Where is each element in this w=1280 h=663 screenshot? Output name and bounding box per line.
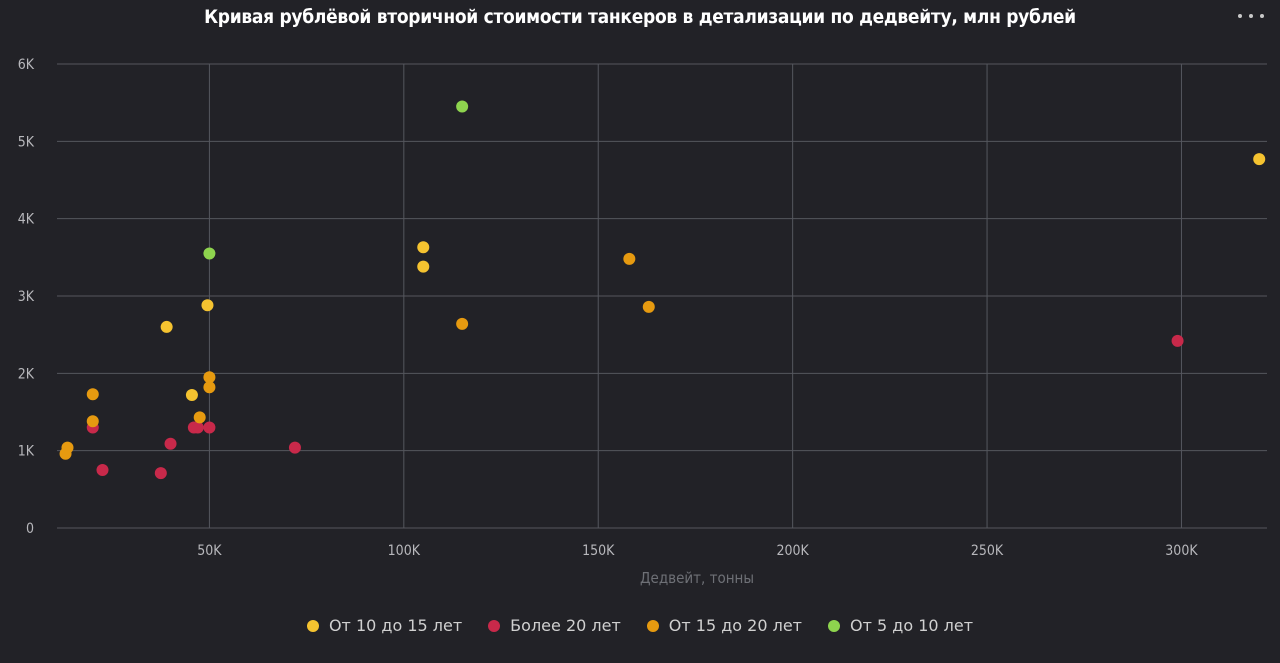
data-point[interactable]: [193, 411, 206, 424]
data-point[interactable]: [185, 388, 198, 401]
x-tick-label: 300K: [1165, 543, 1198, 559]
y-tick-label: 3K: [18, 289, 35, 305]
data-point[interactable]: [1253, 153, 1266, 166]
legend-dot-icon: [306, 619, 319, 632]
data-point[interactable]: [86, 388, 99, 401]
y-tick-label: 4K: [18, 212, 35, 228]
y-tick-label: 2K: [18, 366, 35, 382]
y-tick-label: 6K: [18, 57, 35, 73]
data-point[interactable]: [288, 441, 301, 454]
data-point[interactable]: [456, 100, 469, 113]
legend-dot-icon: [828, 619, 840, 632]
data-point[interactable]: [456, 317, 469, 330]
legend-label: От 5 до 10 лет: [850, 616, 974, 635]
data-point[interactable]: [154, 467, 167, 480]
data-point[interactable]: [164, 437, 177, 450]
legend-dot-icon: [646, 619, 659, 632]
legend-dot-icon: [488, 619, 501, 632]
legend-label: От 15 до 20 лет: [668, 616, 802, 635]
data-point[interactable]: [203, 381, 216, 394]
data-point[interactable]: [417, 260, 430, 273]
data-point[interactable]: [203, 371, 216, 384]
legend-label: Более 20 лет: [510, 616, 621, 635]
data-point[interactable]: [191, 421, 204, 434]
data-point[interactable]: [203, 247, 216, 260]
chart-legend: От 10 до 15 лет Более 20 лет От 15 до 20 л…: [0, 616, 1280, 635]
data-point[interactable]: [203, 421, 216, 434]
x-tick-label: 50K: [197, 543, 222, 559]
more-options-icon[interactable]: [1238, 8, 1264, 24]
x-tick-label: 150K: [582, 543, 615, 559]
legend-label: От 10 до 15 лет: [328, 616, 463, 635]
y-tick-label: 1K: [18, 444, 35, 460]
x-tick-label: 250K: [971, 543, 1004, 559]
data-point[interactable]: [86, 415, 99, 428]
legend-item[interactable]: От 10 до 15 лет: [306, 616, 463, 635]
data-point[interactable]: [61, 441, 74, 454]
data-point[interactable]: [201, 299, 214, 312]
data-point[interactable]: [417, 241, 430, 254]
data-point[interactable]: [1171, 334, 1184, 347]
y-tick-label: 0: [26, 521, 34, 537]
x-axis-title: Дедвейт, тонны: [640, 569, 754, 587]
data-point[interactable]: [642, 300, 655, 313]
x-tick-label: 200K: [776, 543, 809, 559]
scatter-plot: 0 1K 2K 3K 4K 5K 6K 50K 100K 150K 200K 250K 300K Дедв…: [18, 57, 1267, 587]
legend-item[interactable]: От 15 до 20 лет: [646, 616, 802, 635]
legend-item[interactable]: Более 20 лет: [488, 616, 621, 635]
data-point[interactable]: [623, 252, 636, 265]
data-point[interactable]: [160, 320, 173, 333]
x-tick-label: 100K: [388, 543, 421, 559]
legend-item[interactable]: От 5 до 10 лет: [828, 616, 973, 635]
y-tick-label: 5K: [18, 134, 35, 150]
data-point[interactable]: [96, 464, 109, 476]
chart-title: Кривая рублёвой вторичной стоимости танк…: [204, 6, 1076, 28]
